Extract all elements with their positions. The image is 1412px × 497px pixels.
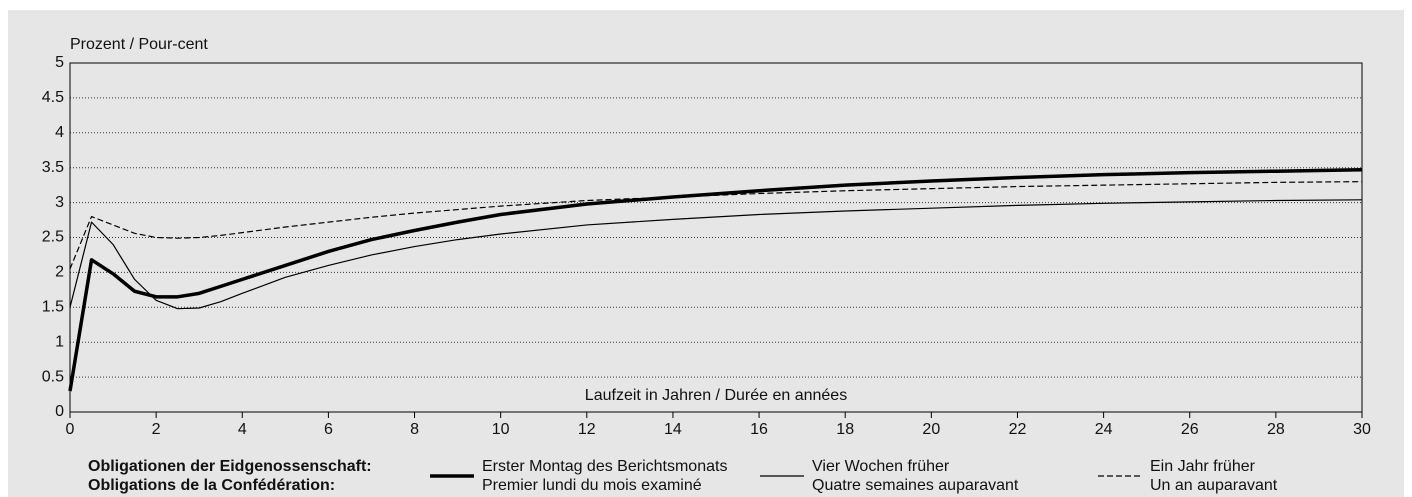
legend-label: Premier lundi du mois examiné bbox=[482, 477, 702, 494]
x-tick-label: 22 bbox=[1009, 421, 1027, 438]
x-tick-label: 18 bbox=[836, 421, 854, 438]
legend-title: Obligationen der Eidgenossenschaft: bbox=[88, 458, 372, 475]
x-tick-label: 8 bbox=[410, 421, 419, 438]
y-tick-label: 4.5 bbox=[42, 89, 64, 106]
x-tick-label: 2 bbox=[152, 421, 161, 438]
series-line bbox=[68, 168, 1363, 392]
y-axis-label: Prozent / Pour-cent bbox=[70, 36, 208, 53]
x-tick-label: 6 bbox=[324, 421, 333, 438]
legend-label: Quatre semaines auparavant bbox=[812, 477, 1019, 494]
y-tick-label: 2.5 bbox=[42, 229, 64, 246]
x-axis-label: Laufzeit in Jahren / Durée en années bbox=[585, 387, 847, 404]
x-tick-label: 20 bbox=[922, 421, 940, 438]
x-tick-label: 0 bbox=[66, 421, 75, 438]
y-tick-label: 3.5 bbox=[42, 159, 64, 176]
y-tick-label: 1.5 bbox=[42, 299, 64, 316]
plot-frame bbox=[69, 62, 1363, 413]
legend-label: Un an auparavant bbox=[1150, 477, 1278, 494]
x-tick-label: 16 bbox=[750, 421, 768, 438]
x-tick-label: 14 bbox=[664, 421, 682, 438]
x-tick-label: 26 bbox=[1181, 421, 1199, 438]
x-tick-label: 30 bbox=[1353, 421, 1371, 438]
legend-label: Vier Wochen früher bbox=[812, 458, 950, 475]
y-tick-label: 0 bbox=[55, 403, 64, 420]
x-tick-label: 4 bbox=[238, 421, 247, 438]
x-tick-label: 28 bbox=[1267, 421, 1285, 438]
y-tick-label: 1 bbox=[55, 333, 64, 350]
y-tick-label: 5 bbox=[55, 54, 64, 71]
series-line bbox=[69, 199, 1363, 310]
y-tick-label: 0.5 bbox=[42, 368, 64, 385]
y-tick-label: 3 bbox=[55, 194, 64, 211]
y-tick-label: 2 bbox=[55, 264, 64, 281]
x-tick-label: 12 bbox=[578, 421, 596, 438]
y-tick-label: 4 bbox=[55, 124, 64, 141]
x-tick-label: 24 bbox=[1095, 421, 1113, 438]
x-tick-label: 10 bbox=[492, 421, 510, 438]
background bbox=[8, 10, 1404, 497]
legend-label: Erster Montag des Berichtsmonats bbox=[482, 458, 727, 475]
legend-title: Obligations de la Confédération: bbox=[88, 477, 335, 494]
legend-label: Ein Jahr früher bbox=[1150, 458, 1256, 475]
